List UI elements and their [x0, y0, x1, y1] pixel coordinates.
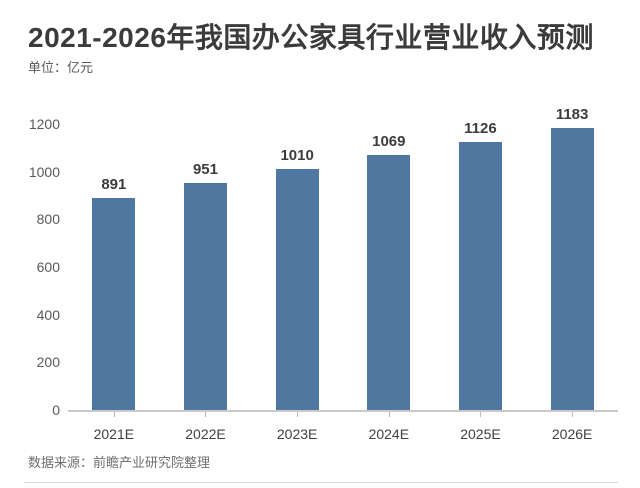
y-axis-label: 1200 [28, 116, 60, 132]
unit-label: 单位：亿元 [28, 60, 94, 75]
bar [183, 183, 227, 410]
footer-divider [24, 482, 618, 483]
y-axis-label: 1000 [28, 163, 60, 180]
bar [550, 128, 594, 410]
y-axis-label: 200 [36, 354, 60, 371]
bar-group-2022e: 951 2022E [183, 161, 227, 442]
x-axis-label: 2024E [368, 426, 410, 442]
bar [458, 142, 502, 410]
bar-group-2025e: 1126 2025E [458, 120, 502, 442]
x-axis-tick [113, 412, 115, 417]
y-axis-label: 600 [36, 259, 60, 275]
x-axis-tick [388, 412, 390, 417]
bar-chart: 0 200 400 600 800 1000 1200 891 2021E 951 2022E 10… [0, 106, 640, 442]
x-axis-tick [297, 412, 299, 417]
x-axis-label: 2022E [185, 426, 226, 442]
bar [367, 155, 411, 410]
x-axis-tick [205, 412, 207, 417]
page-title: 2021-2026年我国办公家具行业营业收入预测 [28, 22, 594, 53]
bar-value-label: 1183 [555, 106, 589, 123]
y-axis: 0 200 400 600 800 1000 1200 [0, 116, 60, 418]
bar-group-2021e: 891 2021E [92, 176, 136, 442]
x-axis-label: 2023E [276, 426, 318, 442]
x-axis-label: 2026E [551, 426, 593, 442]
bar [275, 169, 319, 410]
plot-area: 891 2021E 951 2022E 1010 2023E 1069 2024E 1126 20… [68, 106, 618, 442]
x-axis-tick [480, 412, 482, 417]
y-axis-label: 800 [36, 211, 60, 228]
bar-value-label: 1126 [464, 120, 497, 137]
x-axis-tick [572, 412, 574, 417]
y-axis-label: 400 [36, 306, 60, 323]
x-axis-label: 2025E [460, 426, 501, 442]
y-axis-label: 0 [52, 402, 60, 418]
bar [92, 198, 136, 410]
bar-value-label: 951 [192, 161, 218, 178]
bar-value-label: 1069 [372, 133, 406, 150]
bar-group-2024e: 1069 2024E [367, 133, 411, 442]
source-note: 数据来源：前瞻产业研究院整理 [28, 455, 211, 470]
x-axis-label: 2021E [93, 426, 135, 442]
bar-value-label: 1010 [280, 147, 314, 164]
bar-value-label: 891 [101, 176, 127, 193]
bar-group-2023e: 1010 2023E [275, 147, 319, 442]
bar-group-2026e: 1183 2026E [550, 106, 594, 442]
